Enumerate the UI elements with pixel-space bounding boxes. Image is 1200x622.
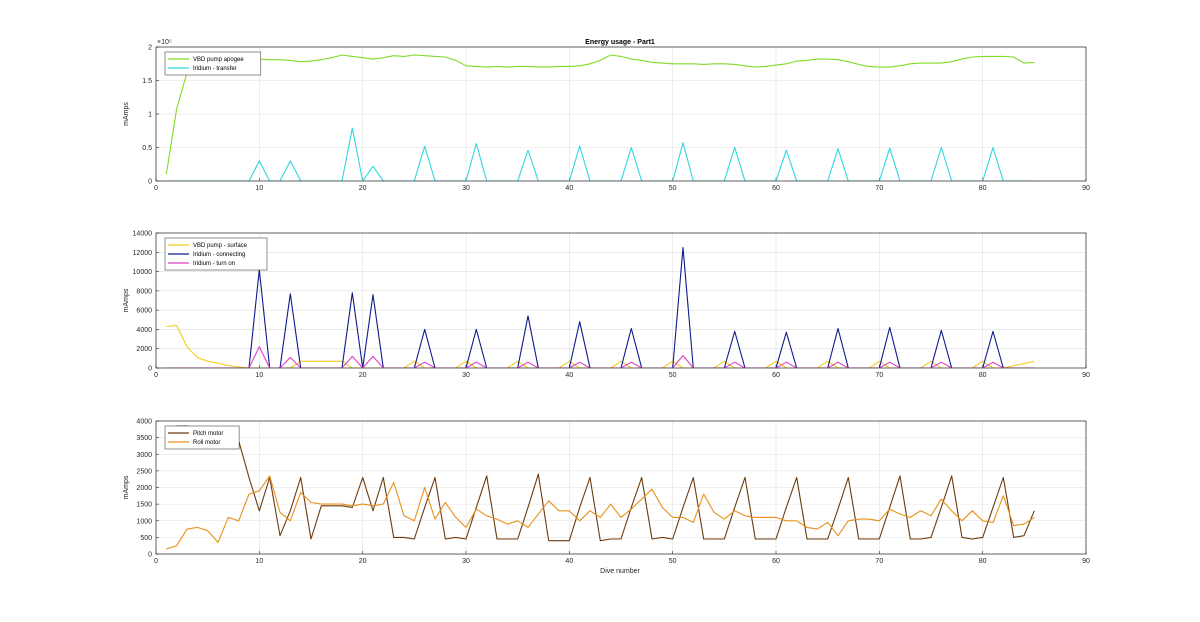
x-tick-label: 80 [979,185,987,192]
series-line-iridium-transfer [166,127,1035,181]
x-tick-label: 50 [669,558,677,565]
x-tick-label: 40 [565,185,573,192]
legend-entry: Iridium - turn on [193,261,235,267]
x-tick-label: 90 [1082,558,1090,565]
x-tick-label: 0 [154,372,158,379]
legend-entry: VBD pump - surface [193,243,248,249]
y-tick-label: 4000 [136,419,152,426]
y-tick-label: 0.5 [142,145,152,152]
x-tick-label: 20 [359,372,367,379]
x-tick-label: 70 [875,558,883,565]
x-tick-label: 30 [462,185,470,192]
x-tick-label: 50 [669,372,677,379]
x-tick-label: 20 [359,185,367,192]
x-tick-label: 30 [462,558,470,565]
y-tick-label: 2500 [136,468,152,475]
legend-entry: Roll motor [193,440,220,446]
y-tick-label: 0 [148,366,152,373]
y-tick-label: 3500 [136,435,152,442]
series-line-iridium-turn-on [166,346,1035,368]
y-exponent-label: ×10⁵ [157,39,172,46]
y-tick-label: 0 [148,179,152,186]
y-tick-label: 1 [148,112,152,119]
axes-middle: 0 10 20 30 40 50 60 70 80 90 0 2000 4000 6000 8000 1000… [123,231,1090,380]
series-line-vbd-pump-surface [166,325,1035,368]
x-tick-label: 10 [255,558,263,565]
x-tick-label: 20 [359,558,367,565]
axes-top: 0 10 20 30 40 50 60 70 80 90 0 0.5 1 1.5 2 ×10⁵ mAmps VBD… [123,39,1090,192]
y-tick-label: 2000 [136,346,152,353]
y-axis-label: mAmps [123,475,130,499]
y-tick-label: 0 [148,552,152,559]
y-tick-label: 1500 [136,502,152,509]
legend-entry: Pitch motor [193,431,223,437]
y-tick-label: 2000 [136,485,152,492]
series-group [166,246,1035,368]
y-tick-label: 500 [140,535,152,542]
series-group [165,54,1035,181]
series-line-roll-motor [166,475,1035,550]
y-axis-label: mAmps [123,288,130,312]
series-line-vbd-pump-apogee [165,54,1035,175]
y-tick-label: 10000 [133,269,153,276]
x-tick-label: 80 [979,558,987,565]
x-tick-label: 40 [565,558,573,565]
axes-frame [155,232,1087,369]
figure-title: Energy usage - Part1 [585,39,655,46]
legend-box [164,51,262,76]
axes-frame [155,46,1087,182]
series-group [166,425,1035,550]
y-axis-label: mAmps [123,102,130,126]
x-tick-label: 60 [772,372,780,379]
legend-entry: Iridium - connecting [193,252,245,258]
y-tick-label: 8000 [136,288,152,295]
x-tick-label: 60 [772,185,780,192]
x-tick-label: 70 [875,185,883,192]
x-tick-label: 10 [255,185,263,192]
axes-frame [155,420,1087,555]
x-tick-label: 40 [565,372,573,379]
x-tick-label: 0 [154,185,158,192]
x-tick-label: 90 [1082,185,1090,192]
x-tick-label: 80 [979,372,987,379]
y-tick-label: 1.5 [142,78,152,85]
y-tick-label: 2 [148,45,152,52]
x-axis-label: Dive number [600,568,640,575]
y-tick-label: 6000 [136,308,152,315]
y-tick-label: 3000 [136,452,152,459]
legend-box [164,425,240,450]
series-line-iridium-connecting [166,246,1035,368]
x-tick-label: 0 [154,558,158,565]
x-tick-label: 10 [255,372,263,379]
series-line-pitch-motor [166,425,1035,542]
y-tick-label: 14000 [133,231,153,238]
y-tick-label: 12000 [133,250,153,257]
y-tick-label: 4000 [136,327,152,334]
axes-bottom: 0 10 20 30 40 50 60 70 80 90 0 500 1000 1500 2000 2500 3… [123,419,1090,566]
legend-entry: Iridium - transfer [193,66,237,72]
x-tick-label: 30 [462,372,470,379]
x-tick-label: 60 [772,558,780,565]
x-tick-label: 70 [875,372,883,379]
x-tick-label: 50 [669,185,677,192]
x-tick-label: 90 [1082,372,1090,379]
legend-entry: VBD pump apogee [193,57,244,63]
y-tick-label: 1000 [136,518,152,525]
plot-area [156,233,1086,368]
